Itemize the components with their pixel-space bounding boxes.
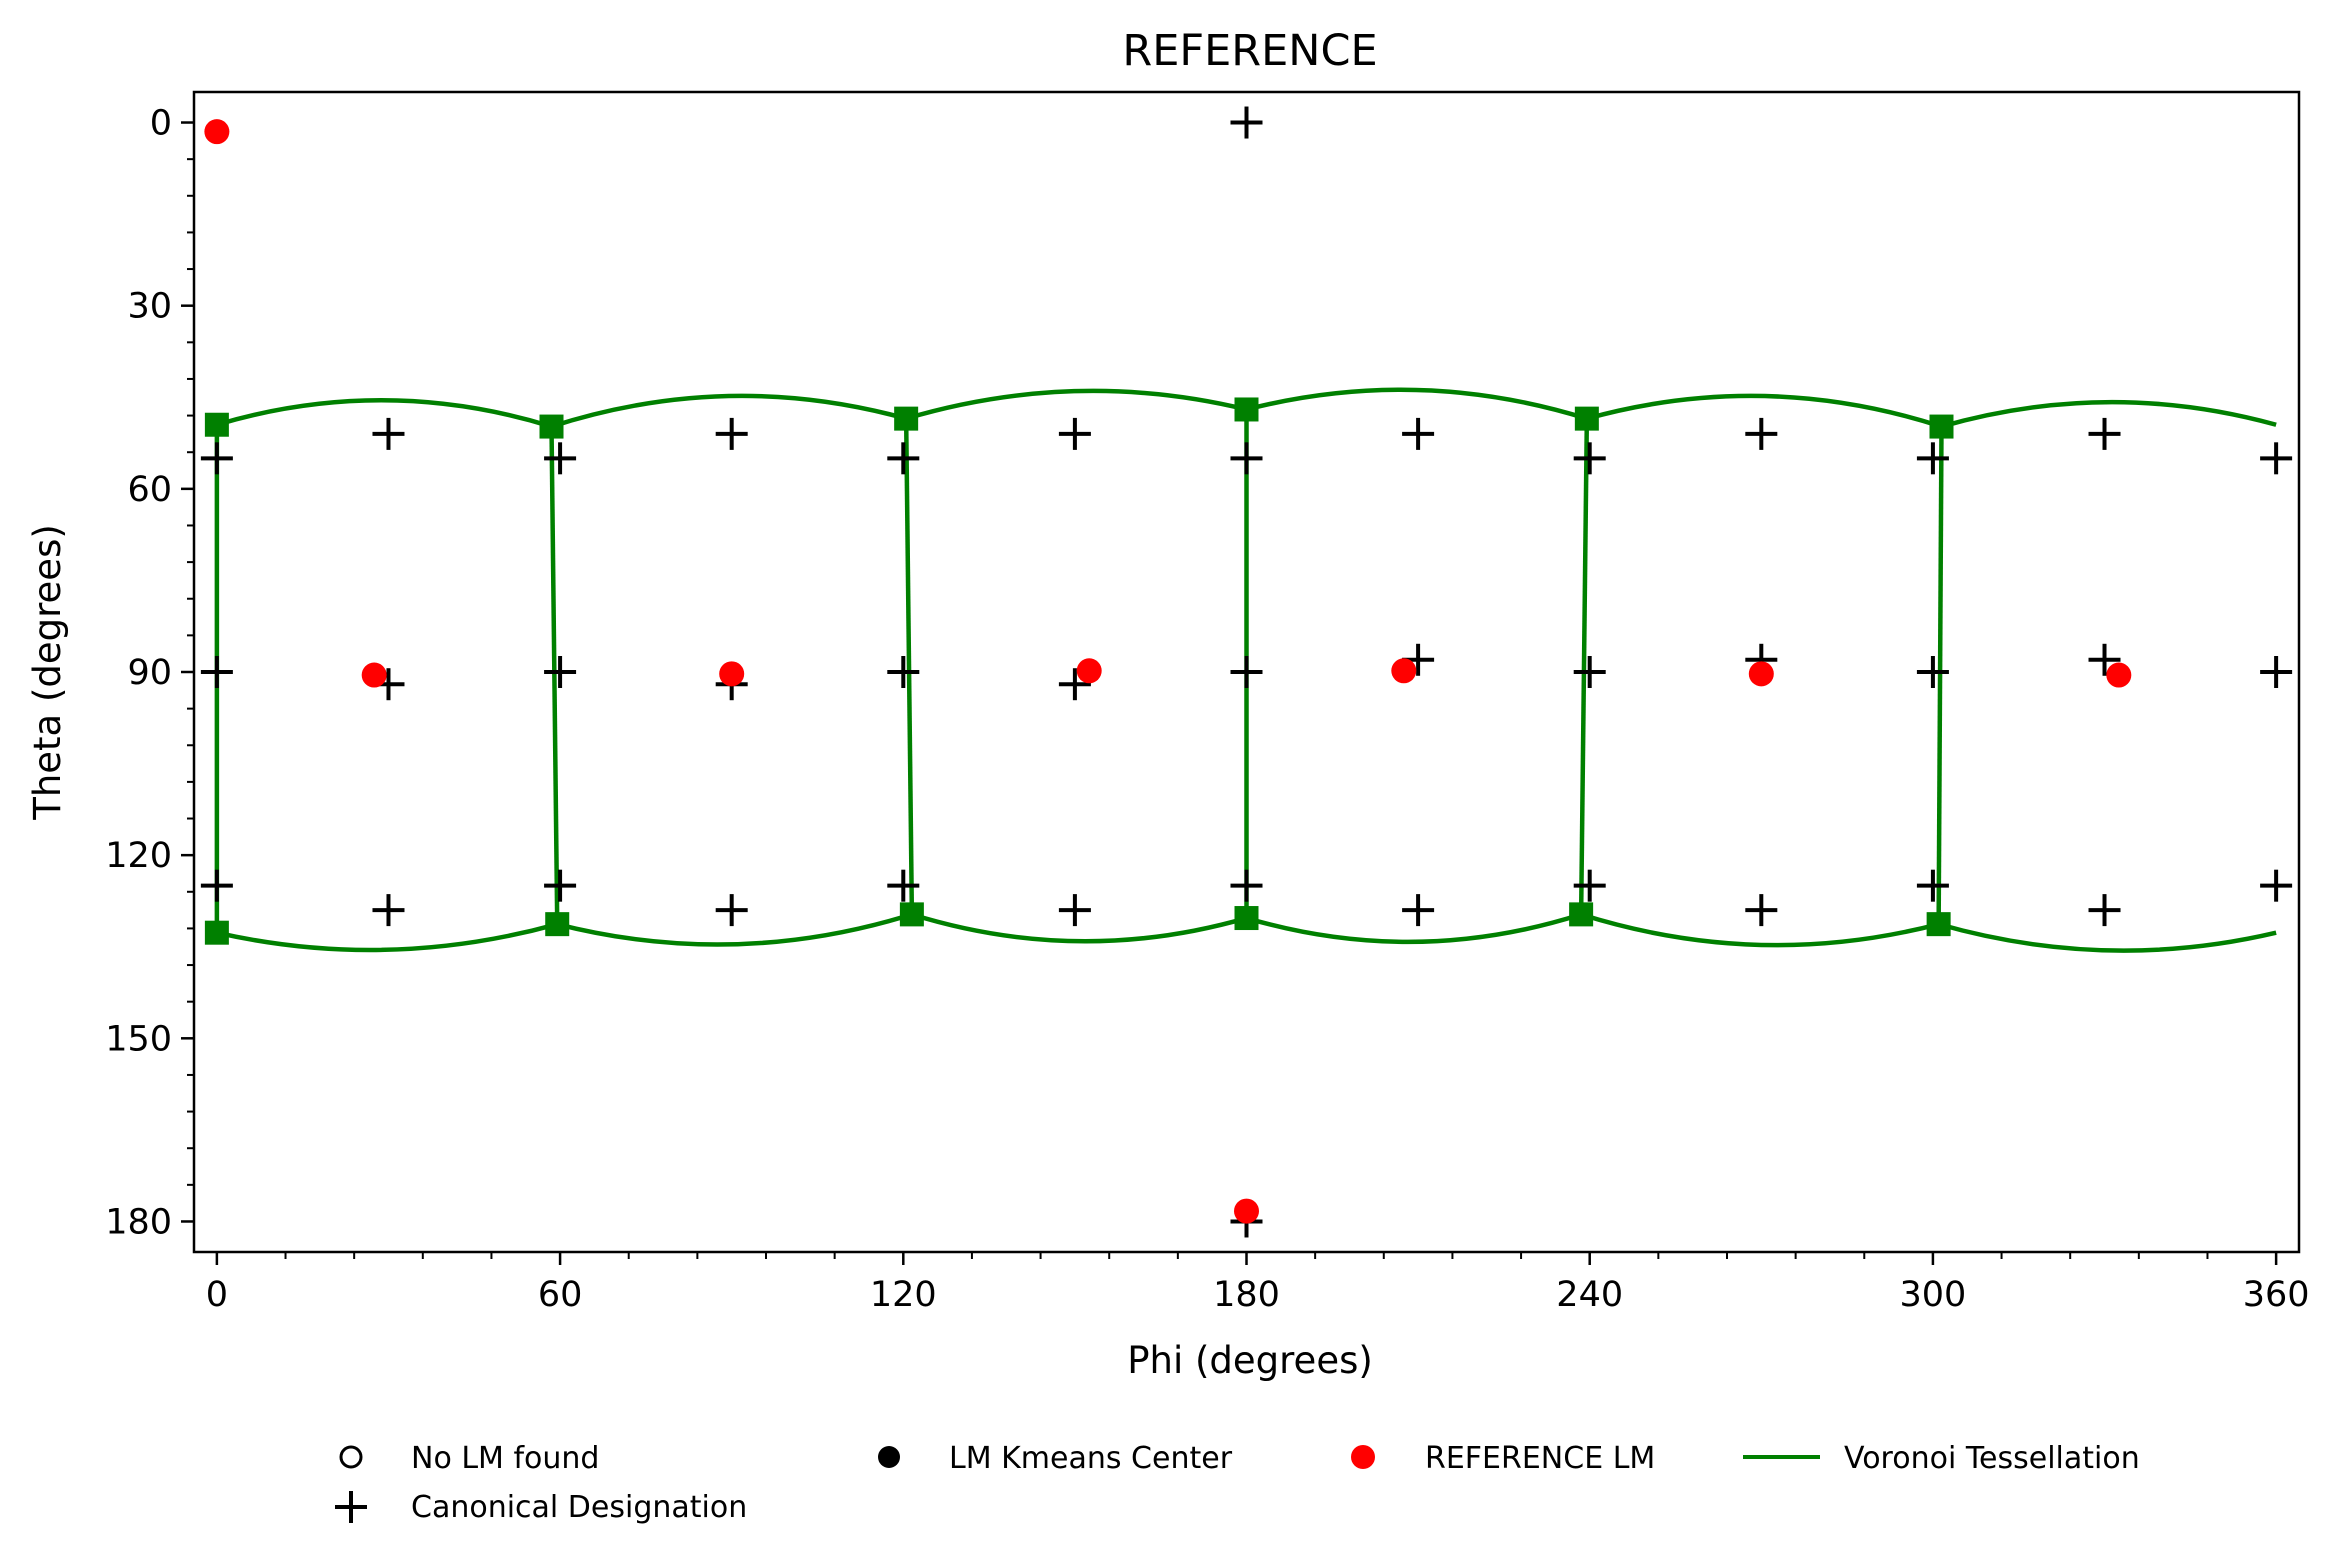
canonical-plus-marker [1745, 417, 1778, 450]
voronoi-vertex [1234, 906, 1259, 931]
y-tick-label: 180 [105, 1202, 172, 1242]
x-axis: 0 60 120 180 240 300 360 [206, 1252, 2310, 1315]
plot-area [192, 90, 2301, 1254]
y-axis: 0 30 60 90 120 150 180 [105, 104, 194, 1242]
voronoi-vertical-edge [903, 418, 915, 915]
canonical-plus-marker [1058, 417, 1091, 450]
legend-kmeans-marker [878, 1446, 900, 1468]
reference-lm-point [1391, 658, 1417, 684]
legend-no-lm-label: No LM found [411, 1441, 599, 1476]
canonical-plus-marker [372, 894, 405, 927]
voronoi-vertex [899, 902, 924, 927]
canonical-plus-marker [1230, 442, 1263, 475]
reference-lm-point [1234, 1198, 1259, 1224]
y-tick-label: 60 [127, 470, 172, 510]
y-tick-label: 150 [105, 1019, 172, 1059]
canonical-plus-marker [2260, 442, 2293, 475]
canonical-plus-marker [372, 417, 405, 450]
canonical-plus-marker [2260, 869, 2293, 902]
voronoi-vertex [894, 406, 919, 431]
canonical-plus-marker [1230, 869, 1263, 902]
canonical-plus-marker [887, 442, 920, 475]
x-tick-label: 240 [1556, 1275, 1623, 1315]
voronoi-vertex [1929, 414, 1954, 439]
x-tick-label: 180 [1213, 1275, 1280, 1315]
reference-lm-point [1076, 658, 1102, 684]
canonical-designation-markers [200, 106, 2293, 1238]
reference-lm-markers [204, 119, 2132, 1224]
y-tick-label: 0 [150, 104, 172, 144]
canonical-plus-marker [1916, 656, 1949, 688]
canonical-plus-marker [1058, 894, 1091, 927]
voronoi-vertical-edge [549, 426, 560, 925]
canonical-plus-marker [2088, 643, 2121, 676]
reference-lm-point [1748, 661, 1774, 687]
canonical-plus-marker [1058, 668, 1091, 701]
voronoi-vertical-edge [1578, 418, 1590, 915]
canonical-plus-marker [1916, 442, 1949, 475]
legend-reference-lm-marker [1351, 1445, 1375, 1469]
canonical-plus-marker [544, 442, 577, 475]
voronoi-vertex [204, 920, 229, 945]
canonical-plus-marker [887, 656, 920, 688]
canonical-plus-marker [1402, 417, 1435, 450]
reference-lm-point [204, 119, 230, 145]
legend-no-lm-marker [339, 1445, 363, 1469]
legend-canonical-label: Canonical Designation [411, 1490, 747, 1525]
reference-lm-point [361, 662, 387, 688]
x-tick-label: 360 [2243, 1275, 2310, 1315]
y-tick-label: 90 [127, 653, 172, 693]
y-tick-label: 120 [105, 836, 172, 876]
canonical-plus-marker [544, 869, 577, 902]
y-axis-label: Theta (degrees) [26, 524, 69, 821]
canonical-plus-marker [1573, 869, 1606, 902]
legend-reference-lm-label: REFERENCE LM [1425, 1441, 1655, 1476]
x-tick-label: 60 [538, 1275, 583, 1315]
canonical-plus-marker [2260, 656, 2293, 688]
y-tick-label: 30 [127, 287, 172, 327]
x-tick-label: 300 [1900, 1275, 1967, 1315]
voronoi-vertex [204, 412, 229, 437]
canonical-plus-marker [715, 894, 748, 927]
voronoi-vertex [545, 912, 570, 937]
x-axis-label: Phi (degrees) [1127, 1339, 1373, 1382]
canonical-plus-marker [1230, 106, 1263, 139]
canonical-plus-marker [1573, 656, 1606, 688]
canonical-plus-marker [2088, 417, 2121, 450]
legend-canonical-marker [335, 1491, 367, 1523]
legend-voronoi-label: Voronoi Tessellation [1844, 1441, 2140, 1476]
canonical-plus-marker [715, 417, 748, 450]
voronoi-vertex [1926, 912, 1951, 937]
x-tick-label: 0 [206, 1275, 228, 1315]
canonical-plus-marker [1916, 869, 1949, 902]
canonical-plus-marker [887, 869, 920, 902]
canonical-plus-marker [200, 656, 233, 688]
canonical-plus-marker [200, 442, 233, 475]
canonical-plus-marker [544, 656, 577, 688]
canonical-plus-marker [1573, 442, 1606, 475]
chart-title: REFERENCE [1122, 26, 1377, 76]
voronoi-vertex [1234, 397, 1259, 422]
legend-kmeans-label: LM Kmeans Center [949, 1441, 1233, 1476]
canonical-plus-marker [1230, 656, 1263, 688]
reference-lm-point [719, 661, 745, 687]
canonical-plus-marker [2088, 894, 2121, 927]
legend: No LM found LM Kmeans Center REFERENCE L… [335, 1441, 2140, 1525]
x-tick-label: 120 [870, 1275, 937, 1315]
voronoi-vertex [1569, 902, 1594, 927]
voronoi-vertex [1574, 406, 1599, 431]
canonical-plus-marker [1402, 894, 1435, 927]
voronoi-vertical-edge [1936, 426, 1944, 925]
reference-lm-point [2106, 662, 2132, 688]
canonical-plus-marker [200, 869, 233, 902]
canonical-plus-marker [1745, 894, 1778, 927]
voronoi-vertex [539, 414, 564, 439]
